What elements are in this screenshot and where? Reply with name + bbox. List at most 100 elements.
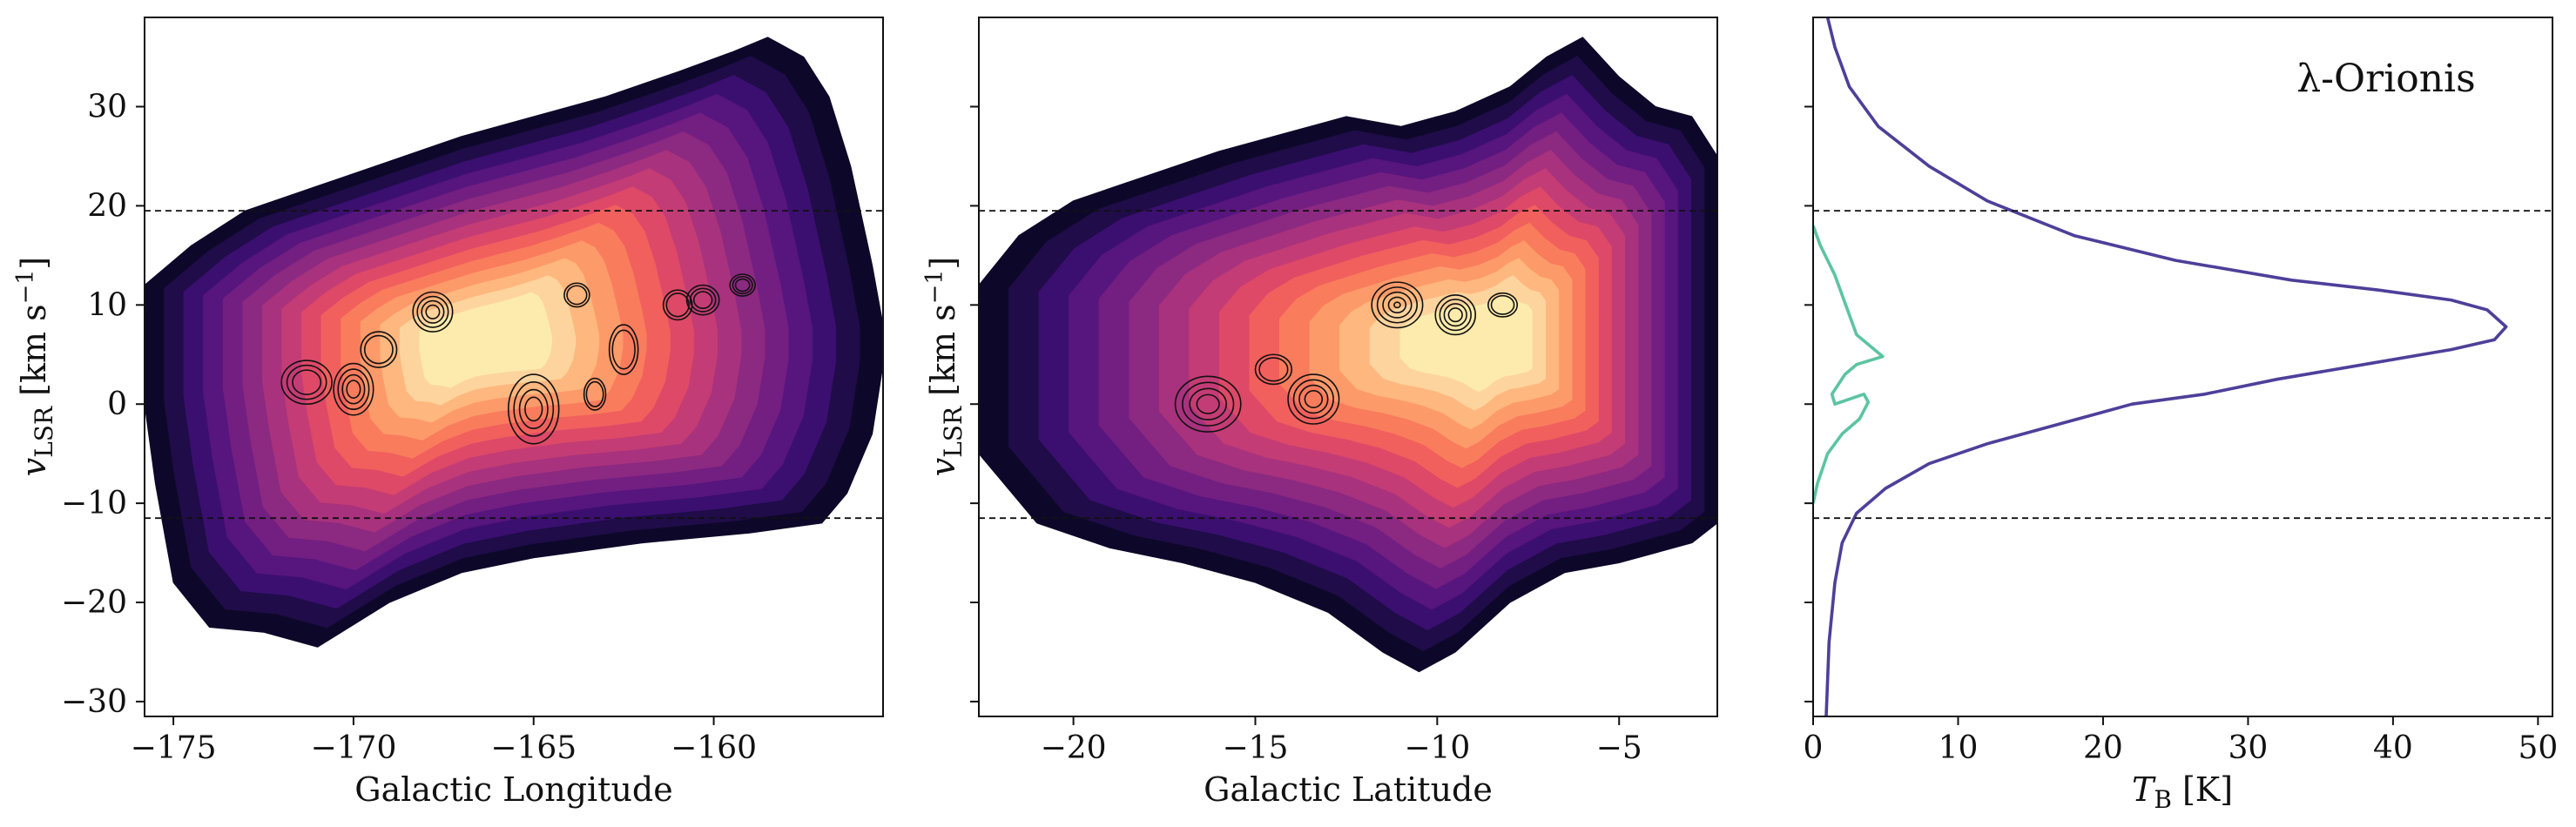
- spectrum-line-teal: [1813, 225, 1885, 504]
- y-tick-label: 30: [87, 90, 127, 125]
- y-tick-label: 20: [87, 188, 127, 224]
- density-level: [1399, 292, 1533, 393]
- contour-ring: [507, 373, 560, 445]
- contour-ring: [734, 278, 751, 292]
- contour-ring: [1182, 381, 1235, 427]
- contour-ring: [1298, 384, 1329, 414]
- contour-ring: [1292, 379, 1334, 420]
- velocity-heatmap-longitude: [145, 37, 883, 648]
- x-axis-label-longitude: Galactic Longitude: [354, 770, 673, 809]
- spectrum-line-purple: [1824, 17, 2508, 716]
- x-tick-label: −170: [310, 730, 396, 766]
- contour-ring: [1304, 390, 1324, 408]
- contour-ring: [333, 362, 374, 416]
- x-tick-label: 30: [2229, 730, 2269, 766]
- contour-ring: [1196, 393, 1220, 414]
- x-tick-label: 50: [2518, 730, 2558, 766]
- contour-ring: [1487, 292, 1519, 318]
- x-ticks-longitude: −175 −170 −165 −160: [131, 716, 757, 766]
- contour-ring: [1439, 299, 1472, 332]
- panel-spectrum: 0 10 20 30 40 50 λ-Orionis TB [K]: [1804, 17, 2558, 814]
- x-axis-label-spectrum: TB [K]: [2132, 770, 2233, 814]
- contour-ring: [1490, 294, 1515, 315]
- panel-galactic-latitude: −20 −15 −10 −5 Galactic Latitude vLSR [km s…: [921, 17, 1718, 809]
- contour-ring: [611, 329, 636, 370]
- contour-ring: [286, 364, 327, 400]
- contour-ring: [1287, 373, 1340, 425]
- x-tick-label: −165: [490, 730, 577, 766]
- contour-ring: [608, 324, 639, 375]
- y-axis-label-longitude: vLSR [km s−1]: [12, 257, 58, 477]
- contour-ring: [524, 396, 543, 422]
- y-ticks-latitude: [970, 105, 979, 703]
- x-tick-label: −15: [1222, 730, 1288, 766]
- contour-ring: [1254, 353, 1293, 386]
- y-ticks-longitude: −30 −20 −10 0 10 20 30: [61, 90, 145, 720]
- dashed-lines-longitude: [145, 210, 883, 520]
- contour-ring: [1371, 281, 1424, 329]
- contour-ring: [729, 273, 756, 297]
- x-tick-label: 10: [1939, 730, 1979, 766]
- x-tick-label: 40: [2373, 730, 2413, 766]
- contours-latitude: [1174, 281, 1519, 433]
- y-tick-label: 10: [87, 287, 127, 323]
- y-tick-label: 0: [107, 387, 127, 422]
- contour-ring: [689, 287, 717, 313]
- y-tick-label: −20: [61, 585, 127, 621]
- dashed-lines-latitude: [979, 210, 1717, 520]
- x-tick-label: −160: [671, 730, 757, 766]
- contour-ring: [280, 360, 333, 406]
- contour-ring: [513, 381, 555, 437]
- contour-ring: [563, 282, 590, 308]
- dashed-lines-spectrum: [1813, 210, 2552, 520]
- y-tick-label: −10: [61, 486, 127, 521]
- x-ticks-latitude: −20 −15 −10 −5: [1041, 716, 1642, 766]
- contour-ring: [425, 304, 441, 319]
- contour-ring: [1189, 387, 1228, 420]
- contour-ring: [337, 368, 370, 411]
- y-axis-label-latitude: vLSR [km s−1]: [921, 257, 968, 477]
- contour-ring: [1376, 286, 1419, 324]
- contour-ring: [341, 373, 366, 405]
- contour-ring: [566, 285, 588, 306]
- x-tick-label: 0: [1804, 730, 1824, 766]
- contour-ring: [1443, 303, 1467, 327]
- x-tick-label: 20: [2083, 730, 2123, 766]
- contour-ring: [692, 291, 713, 309]
- velocity-heatmap-latitude: [979, 37, 1717, 673]
- y-tick-label: −30: [61, 684, 127, 720]
- y-ticks-spectrum: [1804, 105, 1813, 703]
- contour-ring: [421, 299, 445, 324]
- contour-ring: [1434, 294, 1477, 336]
- contour-ring: [292, 369, 322, 395]
- contour-ring: [585, 380, 604, 407]
- axes-frame-spectrum: [1812, 17, 2553, 717]
- contour-ring: [732, 275, 753, 295]
- contour-ring: [1393, 301, 1401, 309]
- contour-ring: [412, 291, 454, 333]
- x-axis-label-latitude: Galactic Latitude: [1204, 770, 1493, 809]
- x-tick-label: −20: [1041, 730, 1107, 766]
- contour-ring: [1382, 291, 1413, 319]
- contour-ring: [1387, 296, 1407, 314]
- contour-ring: [583, 377, 607, 411]
- contour-ring: [665, 292, 690, 318]
- contours-longitude: [280, 273, 756, 445]
- axes-frame-latitude: [978, 17, 1718, 717]
- contour-ring: [1174, 375, 1242, 433]
- contour-ring: [416, 295, 449, 328]
- contour-ring: [1258, 357, 1289, 382]
- contour-ring: [346, 380, 361, 399]
- x-ticks-spectrum: 0 10 20 30 40 50: [1804, 716, 2558, 766]
- axes-frame-longitude: [144, 17, 884, 717]
- contour-ring: [363, 334, 394, 365]
- contour-ring: [518, 388, 549, 430]
- contour-ring: [1447, 307, 1463, 323]
- spectrum-lines: [1813, 17, 2508, 716]
- contour-ring: [685, 284, 720, 316]
- x-tick-label: −175: [131, 730, 217, 766]
- x-tick-label: −10: [1404, 730, 1470, 766]
- contour-ring: [360, 331, 398, 368]
- panel-galactic-longitude: −175 −170 −165 −160 −30 −20 −10 0 10 20 30 Galact…: [12, 17, 884, 809]
